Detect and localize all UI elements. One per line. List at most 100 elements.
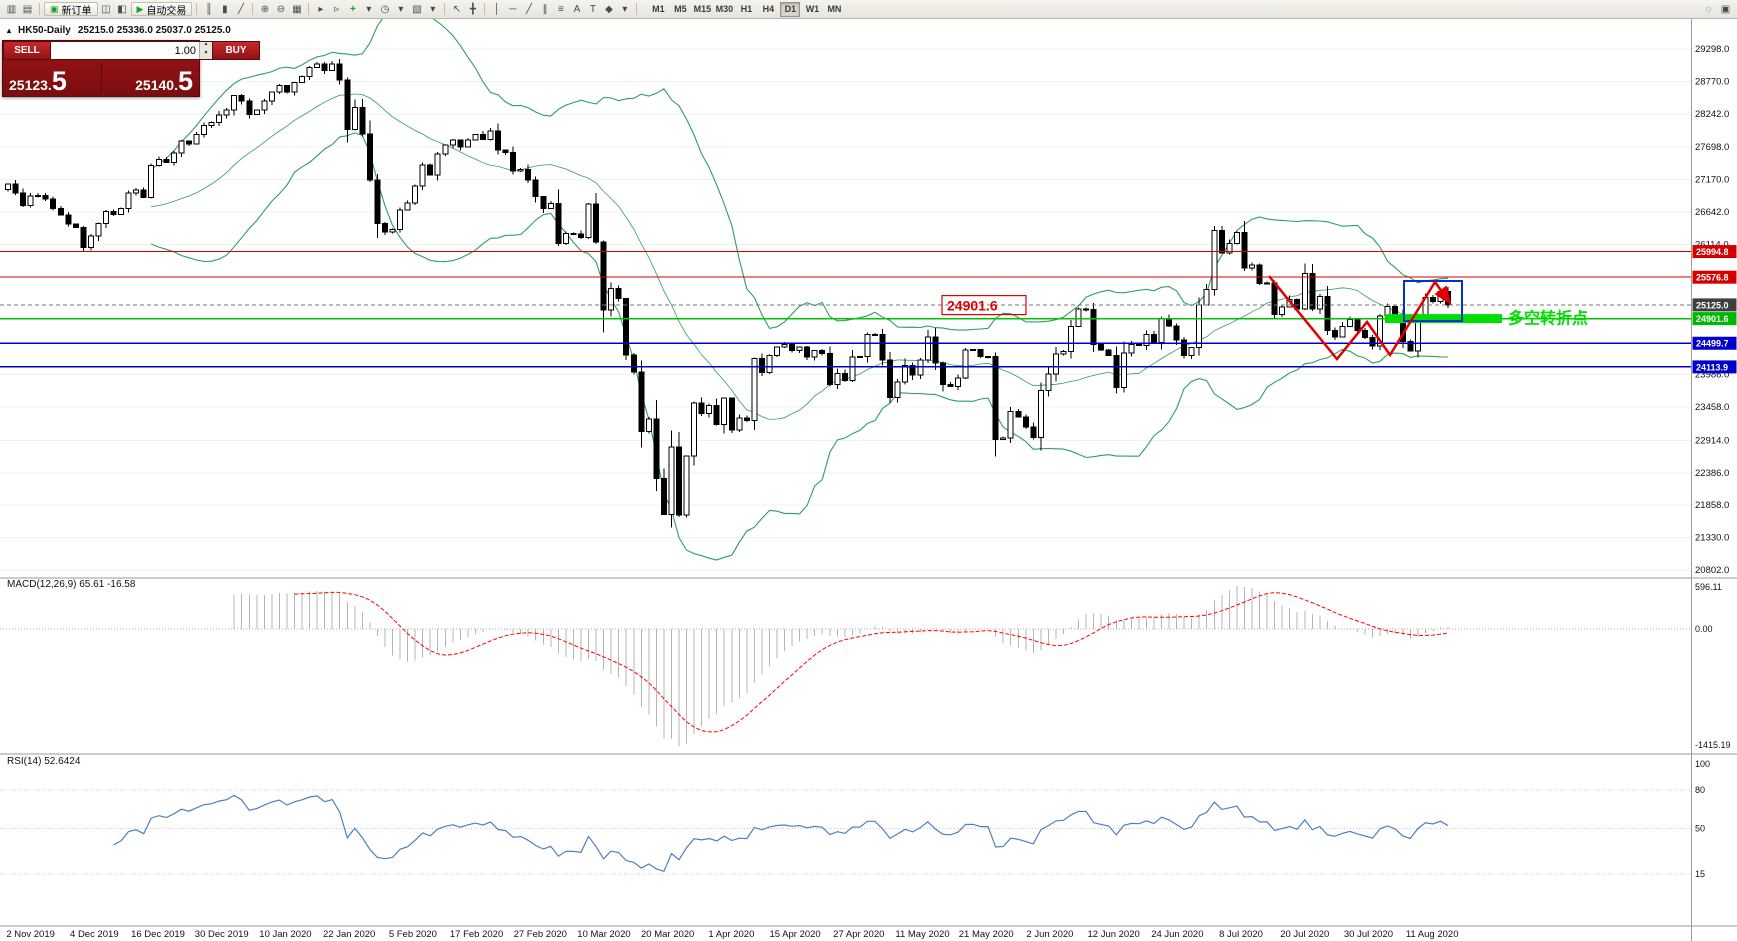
volume-stepper: ▲ ▼: [51, 41, 212, 60]
new-order-button[interactable]: ▣ 新订单: [44, 2, 98, 17]
text-icon[interactable]: A: [569, 2, 584, 16]
volume-down-icon[interactable]: ▼: [200, 50, 212, 59]
price-tick-label: 21330.0: [1695, 533, 1729, 544]
price-level-badge: [1692, 312, 1737, 326]
templates-icon[interactable]: ▧: [409, 2, 424, 16]
toolbar-separator: [308, 3, 310, 15]
chart-ohlc-values: 25215.0 25336.0 25037.0 25125.0: [77, 25, 231, 36]
autotrading-icon: ▶: [136, 3, 144, 14]
price-tick-label: 28770.0: [1695, 76, 1729, 87]
chart-canvas[interactable]: 多空转折点 24901.6 29298.0 28770.0 28242.0 27698.0…: [0, 18, 1737, 941]
level-lines[interactable]: [0, 251, 1691, 368]
rsi-line: [113, 794, 1449, 873]
candlestick-series: [5, 58, 1451, 528]
new-order-button-label: 新订单: [61, 5, 92, 17]
price-tick-label: 28242.0: [1695, 109, 1729, 120]
time-axis: 2 Nov 2019 4 Dec 2019 16 Dec 2019 30 Dec 20…: [6, 929, 1458, 940]
templates-dropdown-icon[interactable]: ▾: [425, 2, 440, 16]
sell-price: 25123. 5: [9, 65, 67, 96]
timeframe-button-M15[interactable]: M15: [693, 3, 712, 14]
search-icon[interactable]: ◌: [1701, 2, 1716, 16]
consolidation-box: [1403, 280, 1463, 322]
price-level-badge: [1692, 360, 1737, 374]
price-tick-label: 27170.0: [1695, 174, 1729, 185]
profiles-icon[interactable]: ▤: [20, 2, 35, 16]
toolbar-separator: [484, 3, 486, 15]
tile-windows-icon[interactable]: ▦: [289, 2, 304, 16]
date-tick-label: 4 Dec 2019: [70, 929, 119, 940]
zoom-out-icon[interactable]: ⊖: [273, 2, 288, 16]
fibonacci-icon[interactable]: ≡: [553, 2, 568, 16]
candlestick-chart-icon[interactable]: ▮: [217, 2, 232, 16]
svg-text:50: 50: [1695, 824, 1705, 834]
timeframe-button-H4[interactable]: H4: [762, 3, 775, 14]
level-callout-text: 24901.6: [947, 298, 998, 314]
timeframe-button-M1[interactable]: M1: [652, 3, 665, 14]
data-window-icon[interactable]: ◧: [115, 2, 130, 16]
toolbar-separator: [636, 3, 638, 15]
price-level-badge: [1692, 270, 1737, 284]
turning-point-text: 多空转折点: [1508, 309, 1588, 328]
fullscreen-icon[interactable]: ▣: [1718, 2, 1733, 16]
price-tick-label: 26114.0: [1695, 239, 1729, 250]
macd-signal-line: [294, 591, 1449, 733]
timeframe-button-M5[interactable]: M5: [674, 3, 687, 14]
price-tick-label: 20802.0: [1695, 565, 1729, 576]
autotrading-button[interactable]: ▶ 自动交易: [130, 2, 193, 17]
equidistant-channel-icon[interactable]: ∥: [537, 2, 552, 16]
one-click-collapse-icon[interactable]: ▴: [7, 26, 12, 35]
periods-dropdown-icon[interactable]: ▾: [393, 2, 408, 16]
price-tick-label: 23458.0: [1695, 402, 1729, 413]
auto-scroll-icon[interactable]: ▸: [313, 2, 328, 16]
market-watch-icon[interactable]: ◫: [99, 2, 114, 16]
horizontal-line-icon[interactable]: ─: [505, 2, 520, 16]
rsi-panel-grid: [0, 789, 1691, 875]
text-label-icon[interactable]: T: [585, 2, 600, 16]
new-chart-icon[interactable]: ▥: [4, 2, 19, 16]
periods-icon[interactable]: ◷: [377, 2, 392, 16]
timeframe-button-MN[interactable]: MN: [827, 3, 842, 14]
macd-indicator-label: MACD(12,26,9) 65.61 -16.58: [7, 579, 136, 590]
cursor-icon[interactable]: ↖: [449, 2, 464, 16]
annotations[interactable]: 多空转折点 24901.6: [941, 275, 1588, 361]
vertical-line-icon[interactable]: │: [489, 2, 504, 16]
date-tick-label: 30 Dec 2019: [195, 929, 249, 940]
timeframe-toolbar: M1 M5 M15 M30 H1 H4 D1 W1 MN: [647, 1, 845, 17]
timeframe-button-D1[interactable]: D1: [780, 1, 801, 17]
timeframe-button-M30[interactable]: M30: [715, 3, 734, 14]
chart-shift-icon[interactable]: ▹: [329, 2, 344, 16]
date-tick-label: 10 Mar 2020: [577, 929, 630, 940]
buy-button[interactable]: BUY: [212, 41, 260, 60]
svg-text:596.11: 596.11: [1695, 582, 1722, 592]
trendline-icon[interactable]: ╱: [521, 2, 536, 16]
timeframe-button-H1[interactable]: H1: [740, 3, 753, 14]
indicators-dropdown-icon[interactable]: ▾: [361, 2, 376, 16]
crosshair-icon[interactable]: ╋: [465, 2, 480, 16]
timeframe-button-W1[interactable]: W1: [805, 3, 820, 14]
date-tick-label: 2 Jun 2020: [1026, 929, 1073, 940]
volume-input[interactable]: [51, 42, 199, 59]
svg-text:80: 80: [1695, 785, 1705, 795]
toolbar-separator: [39, 3, 40, 15]
price-tick-label: 22386.0: [1695, 468, 1729, 479]
toolbar-separator: [444, 3, 446, 15]
price-level-badge-label: 25994.8: [1696, 247, 1729, 257]
toolbar-separator: [196, 3, 198, 15]
buy-price: 25140. 5: [135, 65, 193, 96]
date-tick-label: 27 Apr 2020: [833, 929, 884, 940]
sell-button[interactable]: SELL: [3, 41, 51, 60]
price-tick-label: 21858.0: [1695, 500, 1729, 511]
bar-chart-icon[interactable]: ║: [201, 2, 216, 16]
volume-up-icon[interactable]: ▲: [200, 42, 212, 51]
price-tick-label: 29298.0: [1695, 44, 1729, 55]
indicators-icon[interactable]: +: [345, 2, 360, 16]
line-chart-icon[interactable]: ╱: [233, 2, 248, 16]
arrows-dropdown-icon[interactable]: ▾: [617, 2, 632, 16]
svg-text:15: 15: [1695, 869, 1705, 879]
zoom-in-icon[interactable]: ⊕: [257, 2, 272, 16]
chart-symbol-label: HK50-Daily: [18, 25, 71, 36]
price-tick-label: 23986.0: [1695, 370, 1729, 381]
svg-text:0.00: 0.00: [1695, 624, 1713, 634]
rsi-axis: 100 80 50 15: [1695, 759, 1710, 879]
arrows-icon[interactable]: ◆: [601, 2, 616, 16]
